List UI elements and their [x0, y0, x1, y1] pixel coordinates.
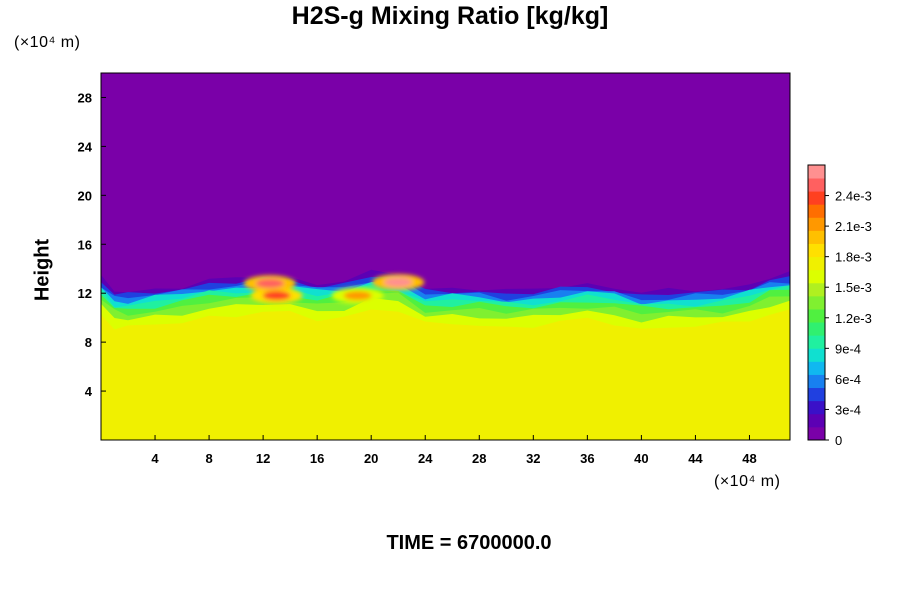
colorbar-tick-label: 9e-4 [835, 341, 861, 356]
colorbar-tick-label: 6e-4 [835, 372, 861, 387]
colorbar-swatch [808, 295, 825, 310]
colorbar-swatch [808, 256, 825, 271]
y-tick-label: 4 [85, 384, 93, 399]
y-axis-ticks: 4 8 12 16 20 24 28 [78, 90, 106, 399]
y-tick-label: 28 [78, 90, 92, 105]
hotspot-core [384, 277, 413, 287]
y-tick-label: 20 [78, 188, 92, 203]
colorbar-swatch [808, 348, 825, 362]
y-tick-label: 16 [78, 237, 92, 252]
colorbar-swatch [808, 335, 825, 349]
colorbar-swatch [808, 204, 825, 218]
colorbar-swatch [808, 413, 825, 428]
x-tick-label: 48 [742, 451, 756, 466]
colorbar-tick-label: 3e-4 [835, 402, 861, 417]
colorbar-swatch [808, 230, 825, 244]
colorbar-swatch [808, 191, 825, 205]
colorbar-tick-label: 1.8e-3 [835, 250, 872, 265]
x-tick-label: 12 [256, 451, 270, 466]
field-hotspots [243, 274, 425, 304]
x-tick-label: 40 [634, 451, 648, 466]
colorbar-swatch [808, 309, 825, 323]
colorbar-swatch [808, 400, 825, 415]
y-tick-label: 12 [78, 286, 92, 301]
colorbar-frame [807, 164, 826, 441]
x-tick-label: 20 [364, 451, 378, 466]
x-tick-label: 8 [205, 451, 212, 466]
colorbar-swatch [808, 178, 825, 192]
colorbar-swatch [808, 282, 825, 297]
hotspot-core [262, 291, 291, 301]
colorbar-swatch [808, 217, 825, 231]
colorbar-tick-label: 2.4e-3 [835, 189, 872, 204]
colorbar-swatch [808, 361, 825, 375]
x-tick-label: 28 [472, 451, 486, 466]
time-label: TIME = 6700000.0 [386, 532, 552, 554]
x-tick-label: 32 [526, 451, 540, 466]
colorbar-swatch [808, 374, 825, 389]
chart-title: H2S-g Mixing Ratio [kg/kg] [291, 2, 609, 30]
colorbar-swatch [808, 165, 825, 179]
y-tick-label: 24 [78, 139, 93, 154]
x-tick-label: 44 [688, 451, 703, 466]
x-tick-label: 24 [418, 451, 433, 466]
colorbar-swatch [808, 322, 825, 336]
colorbar-swatch [808, 243, 825, 258]
x-axis-ticks: 4 8 12 16 20 24 28 32 36 40 44 48 [151, 435, 757, 466]
colorbar-swatch [808, 387, 825, 402]
colorbar-tick-label: 1.5e-3 [835, 280, 872, 295]
colorbar-swatch [808, 269, 825, 284]
x-tick-label: 36 [580, 451, 594, 466]
colorbar-tick-label: 2.1e-3 [835, 219, 872, 234]
hotspot-core [343, 291, 372, 301]
colorbar: 0 3e-4 6e-4 9e-4 1.2e-3 1.5e-3 1.8e-3 2.1e-3 2.4… [807, 164, 872, 448]
y-axis-unit: (×10⁴ m) [14, 34, 81, 51]
x-tick-label: 16 [310, 451, 324, 466]
colorbar-tick-label: 1.2e-3 [835, 311, 872, 326]
y-tick-label: 8 [85, 335, 92, 350]
field-layer [101, 309, 790, 440]
colorbar-tick-label: 0 [835, 433, 842, 448]
x-axis-unit: (×10⁴ m) [714, 473, 781, 490]
colorbar-swatch [808, 426, 825, 441]
hotspot-core [255, 278, 284, 288]
heatmap-field [101, 73, 790, 440]
plot-frame [100, 72, 791, 441]
x-tick-label: 4 [151, 451, 159, 466]
